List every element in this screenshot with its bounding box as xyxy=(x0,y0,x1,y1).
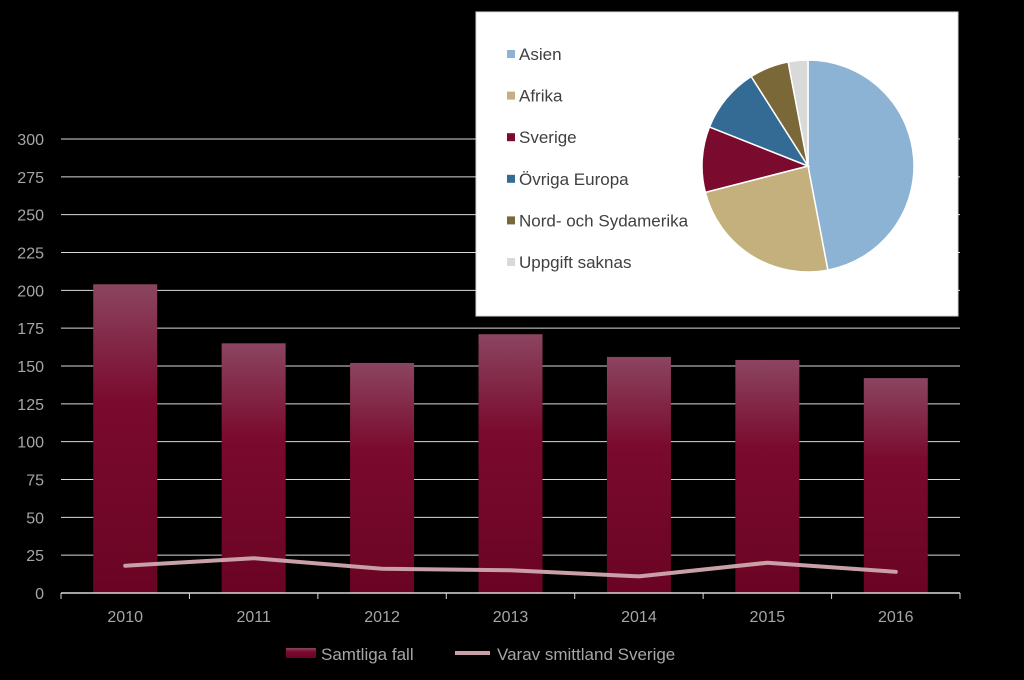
pie-legend-label: Nord- och Sydamerika xyxy=(519,211,689,230)
x-tick-label: 2014 xyxy=(621,609,657,626)
legend-label-bar: Samtliga fall xyxy=(321,645,414,664)
bar xyxy=(221,343,286,593)
x-tick-label: 2013 xyxy=(493,609,529,626)
y-tick-label: 75 xyxy=(26,473,44,490)
x-tick-label: 2012 xyxy=(364,609,400,626)
x-tick-label: 2016 xyxy=(878,609,914,626)
y-tick-label: 200 xyxy=(17,283,44,300)
y-tick-label: 25 xyxy=(26,548,44,565)
pie-legend-label: Sverige xyxy=(519,128,577,147)
pie-legend-swatch xyxy=(507,258,515,266)
x-tick-label: 2010 xyxy=(107,609,143,626)
pie-legend-swatch xyxy=(507,174,515,183)
pie-legend-swatch xyxy=(507,50,515,58)
pie-legend: Asien Afrika Sverige Övriga Europa Nord- och… xyxy=(507,45,689,272)
x-tick-label: 2011 xyxy=(236,609,271,626)
x-axis xyxy=(60,592,961,599)
pie-legend-label: Övriga Europa xyxy=(519,170,629,189)
line-series xyxy=(123,556,898,579)
bar xyxy=(93,284,158,593)
bar-series xyxy=(93,284,928,593)
y-tick-label: 0 xyxy=(35,586,44,603)
y-tick-label: 175 xyxy=(17,321,44,338)
pie-legend-label: Afrika xyxy=(519,87,563,106)
pie-slice xyxy=(704,165,829,273)
pie-legend-swatch xyxy=(507,91,515,100)
chart-legend: Samtliga fall Varav smittland Sverige xyxy=(286,645,675,664)
y-tick-labels: 0 25 50 75 100 125 150 175 200 225 250 275 300 xyxy=(17,132,44,603)
bar xyxy=(478,334,543,593)
pie-inset: Asien Afrika Sverige Övriga Europa Nord- och… xyxy=(475,11,959,317)
y-tick-label: 50 xyxy=(26,510,44,527)
pie-chart xyxy=(701,59,915,273)
x-tick-label: 2015 xyxy=(750,609,786,626)
y-tick-label: 100 xyxy=(17,435,44,452)
bar xyxy=(735,359,800,593)
pie-slice xyxy=(787,59,809,167)
legend-label-line: Varav smittland Sverige xyxy=(497,645,675,664)
pie-slice xyxy=(807,59,915,272)
x-tick-labels: 2010 2011 2012 2013 2014 2015 2016 xyxy=(107,609,913,626)
legend-swatch-bar xyxy=(286,648,316,658)
bar xyxy=(606,356,671,593)
y-tick-label: 250 xyxy=(17,208,44,225)
pie-legend-label: Asien xyxy=(519,45,562,64)
y-tick-label: 300 xyxy=(17,132,44,149)
y-tick-label: 125 xyxy=(17,397,44,414)
y-tick-label: 225 xyxy=(17,246,44,263)
pie-legend-label: Uppgift saknas xyxy=(519,253,631,272)
y-tick-label: 275 xyxy=(17,170,44,187)
bar xyxy=(863,378,928,593)
y-tick-label: 150 xyxy=(17,359,44,376)
pie-legend-swatch xyxy=(507,133,515,142)
bar xyxy=(350,362,415,593)
pie-legend-swatch xyxy=(507,216,515,225)
